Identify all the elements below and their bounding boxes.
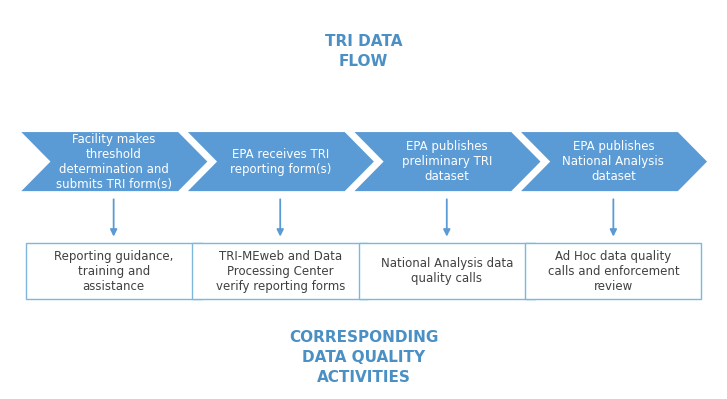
Polygon shape <box>18 131 209 193</box>
FancyBboxPatch shape <box>359 243 535 299</box>
Text: EPA publishes
preliminary TRI
dataset: EPA publishes preliminary TRI dataset <box>401 140 492 183</box>
Polygon shape <box>351 131 542 193</box>
FancyBboxPatch shape <box>192 243 368 299</box>
Text: Reporting guidance,
training and
assistance: Reporting guidance, training and assista… <box>54 250 173 293</box>
Text: Facility makes
threshold
determination and
submits TRI form(s): Facility makes threshold determination a… <box>56 132 172 191</box>
Text: Ad Hoc data quality
calls and enforcement
review: Ad Hoc data quality calls and enforcemen… <box>547 250 679 293</box>
Text: FLOW: FLOW <box>339 54 388 69</box>
Text: TRI-MEweb and Data
Processing Center
verify reporting forms: TRI-MEweb and Data Processing Center ver… <box>215 250 345 293</box>
FancyBboxPatch shape <box>526 243 702 299</box>
Polygon shape <box>185 131 376 193</box>
Text: National Analysis data
quality calls: National Analysis data quality calls <box>381 257 513 285</box>
Text: TRI DATA: TRI DATA <box>325 34 402 49</box>
Text: DATA QUALITY: DATA QUALITY <box>302 350 425 365</box>
Text: EPA receives TRI
reporting form(s): EPA receives TRI reporting form(s) <box>230 148 331 176</box>
Text: ACTIVITIES: ACTIVITIES <box>316 369 411 385</box>
Text: CORRESPONDING: CORRESPONDING <box>289 330 438 345</box>
Polygon shape <box>518 131 709 193</box>
Text: EPA publishes
National Analysis
dataset: EPA publishes National Analysis dataset <box>563 140 664 183</box>
FancyBboxPatch shape <box>25 243 201 299</box>
